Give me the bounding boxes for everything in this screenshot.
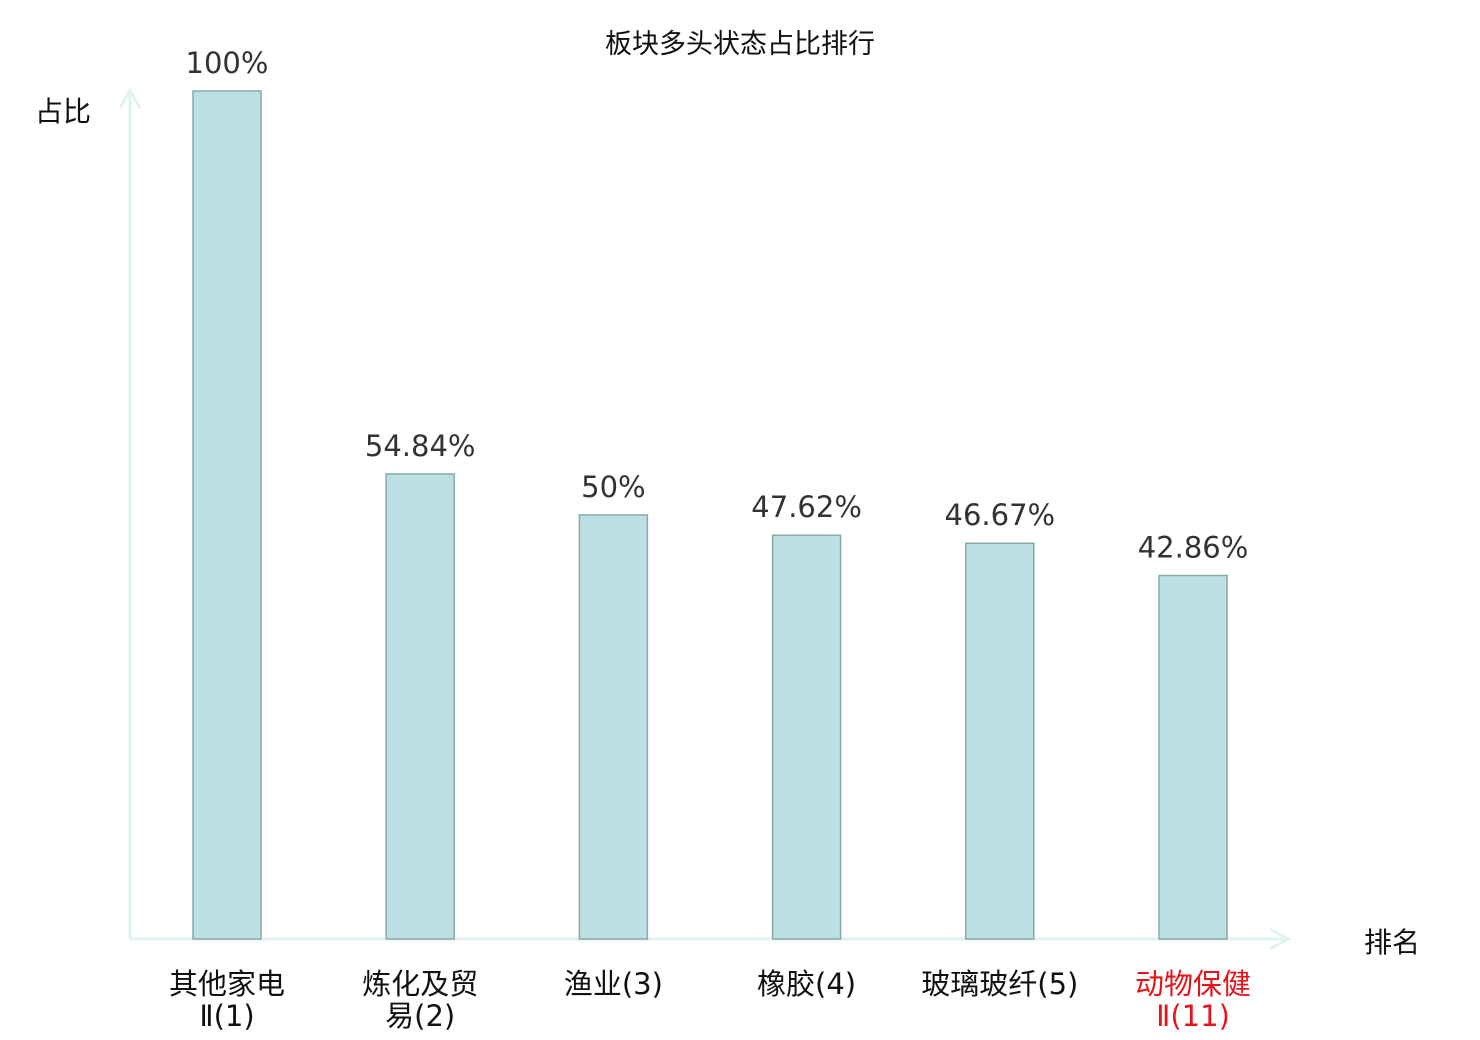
x-tick-label-line2: Ⅱ(1)	[199, 999, 254, 1033]
bar	[965, 542, 1035, 940]
x-tick-label: 动物保健	[1135, 967, 1251, 1001]
bar	[578, 514, 649, 940]
x-axis-label: 排名	[1364, 926, 1420, 959]
x-tick-label-line2: Ⅱ(11)	[1156, 999, 1230, 1033]
data-label: 54.84%	[365, 429, 476, 463]
data-label: 46.67%	[945, 498, 1056, 532]
x-tick-label: 玻璃玻纤(5)	[921, 967, 1078, 1001]
x-tick-label: 渔业(3)	[564, 967, 663, 1001]
bar	[1158, 574, 1228, 940]
x-tick-label: 炼化及贸	[362, 967, 478, 1001]
x-axis	[130, 927, 1292, 951]
y-axis	[118, 86, 142, 939]
y-axis-label: 占比	[35, 95, 91, 128]
data-label: 50%	[581, 470, 645, 504]
x-tick-label: 橡胶(4)	[757, 967, 856, 1001]
x-tick-label-line2: 易(2)	[385, 999, 455, 1033]
bar	[385, 473, 455, 940]
bar	[771, 534, 842, 940]
chart-title: 板块多头状态占比排行	[605, 29, 875, 60]
data-label: 100%	[186, 46, 269, 80]
data-label: 42.86%	[1138, 531, 1249, 565]
x-tick-label: 其他家电	[169, 967, 285, 1001]
data-label: 47.62%	[751, 490, 862, 524]
bar	[192, 90, 262, 940]
